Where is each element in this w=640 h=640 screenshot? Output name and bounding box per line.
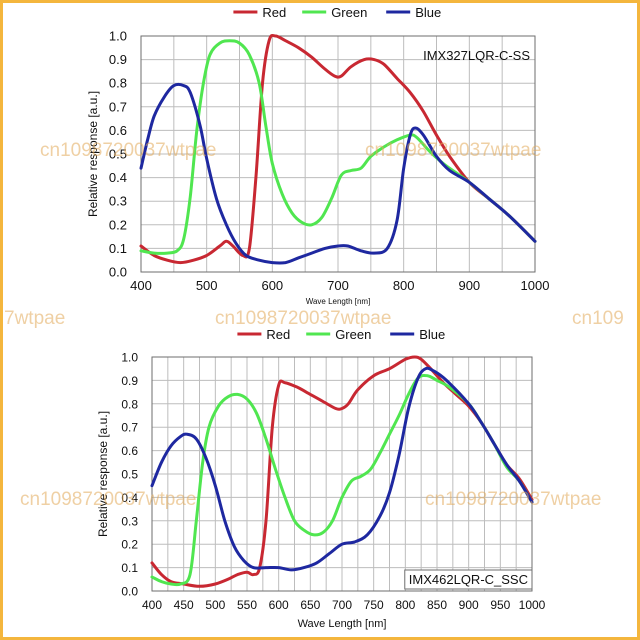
imx327-chart: 0.0 0.1 0.2 0.3 0.4 0.5 0.6 0.7 0.8 0.9 1.0 400 500 6… (86, 5, 549, 306)
y-tick-label: 0.9 (109, 52, 127, 67)
x-tick-label: 500 (205, 598, 225, 612)
plot-border (140, 35, 536, 273)
x-tick-label: 550 (237, 598, 257, 612)
plot-border (151, 356, 533, 592)
x-tick-label: 400 (142, 598, 162, 612)
x-tick-label: 600 (269, 598, 289, 612)
legend-label-green: Green (331, 5, 367, 20)
y-tick-label: 0.1 (109, 241, 127, 256)
y-tick-label: 0.0 (121, 585, 138, 599)
x-tick-label: 650 (300, 598, 320, 612)
x-tick-label: 600 (261, 278, 283, 293)
series-line-blue (139, 82, 537, 265)
y-tick-label: 0.4 (121, 491, 138, 505)
x-tick-label: 1000 (519, 598, 546, 612)
x-tick-label: 450 (174, 598, 194, 612)
y-tick-label: 0.7 (121, 421, 138, 435)
y-tick-label: 0.3 (121, 514, 138, 528)
y-tick-label: 0.3 (109, 194, 127, 209)
series-line-green (139, 39, 537, 255)
x-axis-label: Wave Length [nm] (306, 297, 371, 306)
x-tick-label: 900 (458, 278, 480, 293)
y-tick-label: 0.8 (121, 397, 138, 411)
legend-label-blue: Blue (415, 5, 441, 20)
y-tick-label: 0.0 (109, 265, 127, 280)
chart-title: IMX462LQR-C_SSC (409, 572, 528, 587)
y-tick-label: 1.0 (121, 351, 138, 365)
imx462-chart: 0.0 0.1 0.2 0.3 0.4 0.5 0.6 0.7 0.8 0.9 1.0 400 450 5… (96, 327, 546, 630)
x-tick-label: 800 (393, 278, 415, 293)
legend-label-red: Red (262, 5, 286, 20)
x-axis-label: Wave Length [nm] (298, 618, 387, 630)
x-tick-label: 700 (327, 278, 349, 293)
x-tick-label: 900 (459, 598, 479, 612)
legend-label-blue: Blue (419, 327, 445, 342)
x-tick-label: 700 (332, 598, 352, 612)
chart-title: IMX327LQR-C-SS (423, 48, 530, 63)
x-tick-label: 500 (196, 278, 218, 293)
x-tick-label: 1000 (521, 278, 550, 293)
y-axis-label: Relative response [a.u.] (96, 411, 110, 537)
y-tick-label: 0.4 (109, 170, 127, 185)
y-tick-label: 1.0 (109, 29, 127, 44)
x-tick-label: 800 (395, 598, 415, 612)
x-tick-label: 400 (130, 278, 152, 293)
x-tick-label: 950 (490, 598, 510, 612)
legend-label-red: Red (266, 327, 290, 342)
y-tick-label: 0.7 (109, 99, 127, 114)
chart-title-box (404, 569, 533, 590)
y-tick-label: 0.5 (121, 468, 138, 482)
y-tick-label: 0.2 (109, 217, 127, 232)
series-line-blue (150, 366, 534, 572)
y-tick-label: 0.6 (121, 444, 138, 458)
legend-label-green: Green (335, 327, 371, 342)
y-tick-label: 0.8 (109, 76, 127, 91)
y-tick-label: 0.5 (109, 147, 127, 162)
y-axis-label: Relative response [a.u.] (86, 91, 100, 217)
y-tick-label: 0.9 (121, 374, 138, 388)
series-line-green (150, 373, 534, 587)
x-tick-label: 850 (427, 598, 447, 612)
y-tick-label: 0.6 (109, 123, 127, 138)
series-line-red (150, 355, 534, 588)
y-tick-label: 0.2 (121, 538, 138, 552)
series-line-red (139, 33, 537, 265)
y-tick-label: 0.1 (121, 561, 138, 575)
x-tick-label: 750 (364, 598, 384, 612)
